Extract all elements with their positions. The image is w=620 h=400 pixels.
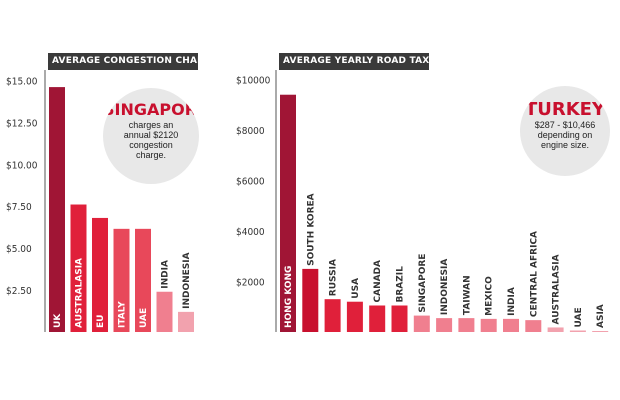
bar bbox=[547, 327, 564, 332]
bar-label: INDIA bbox=[507, 287, 517, 316]
bar-label: MEXICO bbox=[485, 276, 495, 316]
bar-label: UK bbox=[53, 313, 63, 328]
turkey-callout-text: $287 - $10,466 depending on engine size. bbox=[534, 120, 596, 150]
bar-label: BRAZIL bbox=[396, 266, 406, 303]
singapore-callout-text: charges an annual $2120 congestion charg… bbox=[123, 120, 179, 160]
bar bbox=[592, 330, 609, 332]
bar-label: SOUTH KOREA bbox=[306, 193, 316, 266]
y-tick-label: $12.50 bbox=[6, 118, 38, 129]
bar-label: USA bbox=[351, 278, 361, 299]
bar bbox=[569, 330, 586, 332]
bar bbox=[135, 228, 151, 332]
congestion-chart: $2.50 $5.00 $7.50 $10.00 $12.50 $15.00 UK AUSTR… bbox=[6, 70, 194, 332]
bar-label: ASIA bbox=[596, 304, 606, 328]
bar-label: CENTRAL AFRICA bbox=[529, 231, 539, 317]
bar bbox=[525, 320, 542, 332]
bar-label: ITALY bbox=[118, 301, 128, 328]
y-tick-label: $7.50 bbox=[6, 202, 32, 213]
congestion-chart-title: AVERAGE CONGESTION CHARGES bbox=[48, 53, 225, 70]
y-tick-label: $2.50 bbox=[6, 286, 32, 297]
bar bbox=[302, 268, 319, 332]
bar bbox=[324, 299, 341, 332]
bar-label: INDIA bbox=[161, 260, 171, 289]
bar-label: AUSTRALASIA bbox=[75, 258, 85, 328]
road-tax-chart: $2000 $4000 $6000 $8000 $10000 HONG KONG SOUTH… bbox=[236, 70, 609, 332]
y-tick-label: $5.00 bbox=[6, 244, 32, 255]
bar bbox=[49, 87, 65, 332]
road-tax-chart-title: AVERAGE YEARLY ROAD TAX bbox=[279, 53, 429, 70]
turkey-callout-heading: TURKEY bbox=[524, 99, 606, 120]
bar bbox=[391, 305, 408, 332]
bar-label: CANADA bbox=[373, 260, 383, 303]
bar bbox=[178, 311, 194, 332]
bar bbox=[436, 318, 453, 332]
bar bbox=[346, 301, 363, 332]
singapore-callout-heading: SINGAPORE bbox=[103, 100, 199, 119]
bar bbox=[503, 318, 519, 332]
y-tick-label: $10.00 bbox=[6, 160, 38, 171]
singapore-callout: SINGAPORE charges an annual $2120 conges… bbox=[103, 88, 199, 184]
bar bbox=[458, 318, 475, 332]
bar bbox=[413, 315, 430, 332]
y-tick-label: $15.00 bbox=[6, 76, 38, 87]
bar-label: AUSTRALASIA bbox=[552, 254, 562, 324]
bar bbox=[480, 318, 497, 332]
y-tick-label: $10000 bbox=[236, 76, 271, 87]
bar bbox=[280, 94, 296, 332]
bar-label: EU bbox=[96, 315, 106, 328]
bar bbox=[70, 204, 87, 332]
bar-label: INDONESIA bbox=[440, 259, 450, 316]
bar bbox=[156, 291, 173, 332]
turkey-callout: TURKEY $287 - $10,466 depending on engin… bbox=[520, 86, 610, 176]
bar bbox=[369, 305, 386, 332]
bar bbox=[92, 217, 108, 332]
bar-label: RUSSIA bbox=[329, 259, 339, 296]
y-tick-label: $2000 bbox=[236, 278, 265, 289]
y-tick-label: $8000 bbox=[236, 126, 265, 137]
bar-label: UAE bbox=[139, 308, 149, 328]
y-tick-label: $4000 bbox=[236, 227, 265, 238]
bar-label: HONG KONG bbox=[284, 266, 294, 328]
bar-label: TAIWAN bbox=[462, 275, 472, 315]
bar-label: UAE bbox=[574, 307, 584, 327]
bar-label: SINGAPORE bbox=[418, 254, 428, 313]
bar bbox=[113, 228, 130, 332]
y-tick-label: $6000 bbox=[236, 177, 265, 188]
bar-label: INDONESIA bbox=[182, 252, 192, 309]
